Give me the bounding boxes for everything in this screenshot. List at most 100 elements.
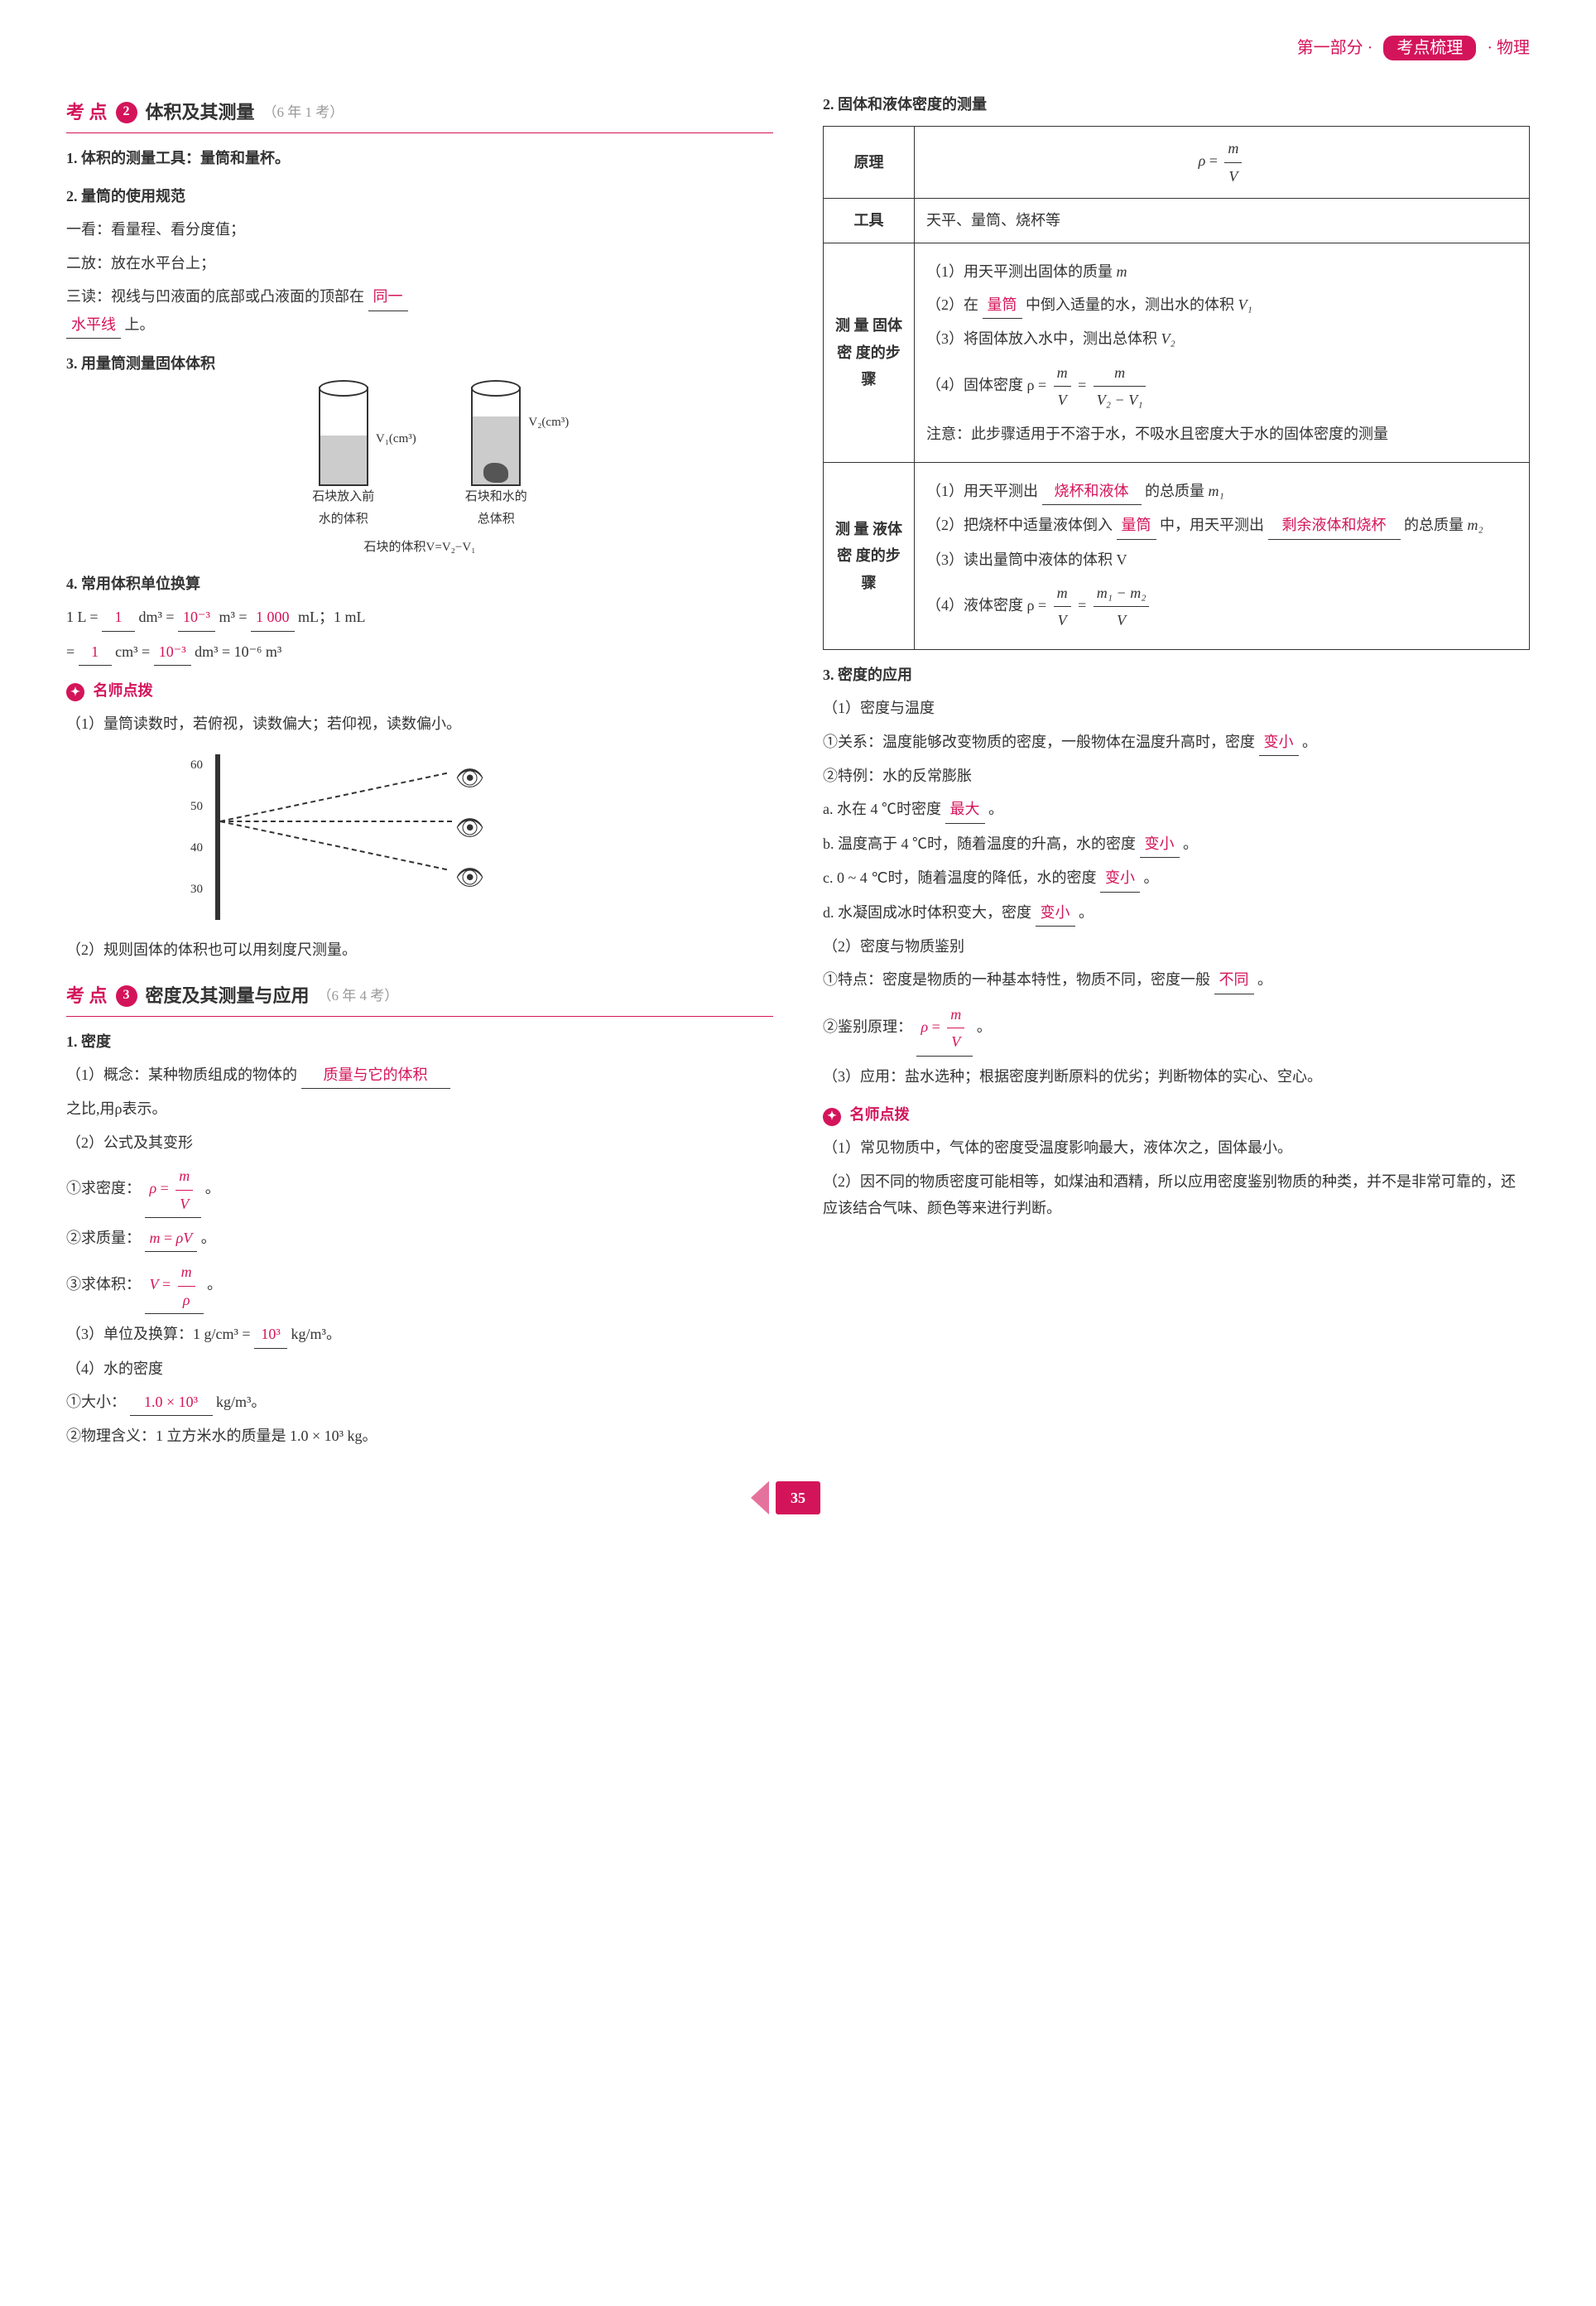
- kp-label: 考 点: [66, 96, 108, 129]
- u1b: dm³ =: [138, 609, 174, 625]
- solid-note: 注意：此步骤适用于不溶于水，不吸水且密度大于水的固体密度的测量: [926, 421, 1517, 447]
- blank-bianxiao4: 变小: [1036, 899, 1075, 927]
- tick-60: 60: [190, 754, 203, 777]
- eye-icon-up: 👁: [455, 758, 485, 800]
- cell-liquid-h: 测 量 液体 密 度的步骤: [824, 462, 915, 649]
- formula-m: m = ρV: [145, 1225, 198, 1252]
- sec1-title: 1. 体积的测量工具：量筒和量杯。: [66, 145, 773, 171]
- r3-2c: 中倒入适量的水，测出水的体积: [1026, 296, 1238, 313]
- u2b: cm³ =: [115, 643, 150, 660]
- unit-conv-density: （3）单位及换算：1 g/cm³ = 10³ kg/m³。: [66, 1321, 773, 1348]
- page-header: 第一部分 · 考点梳理 · 物理: [66, 33, 1530, 63]
- unit-conv-1: 1 L = 1 dm³ = 10⁻³ m³ = 1 000 mL；1 mL: [66, 604, 773, 631]
- sec2-title: 2. 量筒的使用规范: [66, 183, 773, 209]
- r4-2c: 中，用天平测出: [1160, 517, 1264, 533]
- s3ba: b. 温度高于 4 ℃时，随着温度的升高，水的密度: [823, 835, 1136, 852]
- r3-3b: V₂: [1161, 330, 1175, 347]
- formula-rho: ρ = mV: [145, 1163, 202, 1218]
- s3-p2-2: ②鉴别原理： ρ = mV 。: [823, 1001, 1530, 1057]
- s3-p1-2: ②特例：水的反常膨胀: [823, 763, 1530, 789]
- sec2-line3: 三读：视线与凹液面的底部或凸液面的顶部在 同一 水平线 上。: [66, 283, 773, 339]
- eye-icon-level: 👁: [455, 808, 485, 850]
- table-row: 测 量 液体 密 度的步骤 （1）用天平测出 烧杯和液体 的总质量 m₁ （2）…: [824, 462, 1530, 649]
- eye-icon-down: 👁: [455, 858, 485, 899]
- tip-label-r: 名师点拨: [850, 1106, 910, 1123]
- blank-10-3b: 10⁻³: [154, 638, 191, 666]
- table-row: 工具 天平、量筒、烧杯等: [824, 199, 1530, 243]
- tip-1: （1）量筒读数时，若俯视，读数偏大；若仰视，读数偏小。: [66, 710, 773, 737]
- s3-a: a. 水在 4 ℃时密度 最大 。: [823, 796, 1530, 823]
- cell-liquid-steps: （1）用天平测出 烧杯和液体 的总质量 m₁ （2）把烧杯中适量液体倒入 量筒 …: [915, 462, 1530, 649]
- formula-identify: ρ = mV: [916, 1001, 973, 1057]
- liquid-formula: （4）液体密度 ρ = mV = m₁ − m₂V: [926, 580, 1517, 634]
- blank-shuipingxian: 水平线: [66, 311, 121, 339]
- cell-solid-steps: （1）用天平测出固体的质量 m （2）在 量筒 中倒入适量的水，测出水的体积 V…: [915, 243, 1530, 462]
- s3-p3: （3）应用：盐水选种；根据密度判断原料的优劣；判断物体的实心、空心。: [823, 1063, 1530, 1090]
- d1p3b: kg/m³。: [291, 1326, 341, 1342]
- tick-40: 40: [190, 837, 203, 859]
- blank-tongyi: 同一: [368, 283, 408, 311]
- s3ca: c. 0 ~ 4 ℃时，随着温度的降低，水的密度: [823, 869, 1096, 886]
- tip-header-left: ✦ 名师点拨: [66, 677, 773, 704]
- cell-tools: 天平、量筒、烧杯等: [915, 199, 1530, 243]
- cyl2-label: 石块和水的 总体积: [454, 486, 537, 531]
- kp3-label: 考 点: [66, 980, 108, 1013]
- formula-density: ①求密度： ρ = mV 。: [66, 1163, 773, 1218]
- formula-mass: ②求质量： m = ρV 。: [66, 1225, 773, 1252]
- blank-water-density: 1.0 × 10³: [130, 1389, 213, 1416]
- header-subject: · 物理: [1487, 39, 1530, 57]
- eye-diagram: 60 50 40 30 👁 👁 👁: [66, 746, 773, 928]
- r4-2f: m₂: [1468, 517, 1483, 533]
- cell-solid-h: 测 量 固体 密 度的步骤: [824, 243, 915, 462]
- cylinder-1: V₁(cm³): [319, 387, 368, 486]
- cylinder-2: V₂(cm³): [471, 387, 521, 486]
- s3-c: c. 0 ~ 4 ℃时，随着温度的降低，水的密度 变小 。: [823, 864, 1530, 892]
- u2c: dm³ = 10⁻⁶ m³: [195, 643, 281, 660]
- water-density-h: （4）水的密度: [66, 1355, 773, 1382]
- r3-2a: （2）在: [926, 296, 978, 313]
- r-tip1: （1）常见物质中，气体的密度受温度影响最大，液体次之，固体最小。: [823, 1134, 1530, 1161]
- r4-3: （3）读出量筒中液体的体积 V: [926, 546, 1517, 573]
- wd1b: kg/m³。: [216, 1394, 266, 1410]
- blank-1L: 1: [102, 604, 135, 631]
- s3-p1: （1）密度与温度: [823, 695, 1530, 721]
- s3-p1-1: ①关系：温度能够改变物质的密度，一般物体在温度升高时，密度 变小 。: [823, 729, 1530, 756]
- sec3-title: 3. 用量筒测量固体体积: [66, 350, 773, 377]
- cell-principle-h: 原理: [824, 127, 915, 199]
- s3aa: a. 水在 4 ℃时密度: [823, 801, 941, 817]
- tip-icon-r: ✦: [823, 1108, 841, 1126]
- cyl1-label: 石块放入前 水的体积: [302, 486, 385, 531]
- r3-2d: V₁: [1238, 296, 1252, 313]
- left-column: 考 点 2 体积及其测量 （6 年 1 考） 1. 体积的测量工具：量筒和量杯。…: [66, 79, 773, 1456]
- v2-label: V₂(cm³): [528, 412, 569, 434]
- u2a: =: [66, 643, 75, 660]
- header-part: 第一部分 ·: [1297, 39, 1373, 57]
- tick-30: 30: [190, 879, 203, 901]
- u1d: mL；1 mL: [298, 609, 366, 625]
- cylinder-diagram: V₁(cm³) 石块放入前 水的体积 V₂(cm³) 石块和水的 总体积 石块的…: [66, 387, 773, 558]
- kp-num: 2: [116, 102, 137, 123]
- density-table: 原理 ρ = mV 工具 天平、量筒、烧杯等 测 量 固体 密 度的步骤 （1）…: [823, 126, 1530, 649]
- s3-d: d. 水凝固成冰时体积变大，密度 变小 。: [823, 899, 1530, 927]
- tip-icon: ✦: [66, 683, 84, 701]
- u1c: m³ =: [219, 609, 247, 625]
- s3p22a: ②鉴别原理：: [823, 1018, 912, 1035]
- page-number: 35: [776, 1481, 820, 1514]
- s3-p2-1: ①特点：密度是物质的一种基本特性，物质不同，密度一般 不同 。: [823, 966, 1530, 994]
- s3-b: b. 温度高于 4 ℃时，随着温度的升高，水的密度 变小 。: [823, 830, 1530, 858]
- tip-label: 名师点拨: [94, 682, 153, 699]
- water-density-meaning: ②物理含义：1 立方米水的质量是 1.0 × 10³ kg。: [66, 1423, 773, 1449]
- f1a: ①求密度：: [66, 1180, 141, 1196]
- cell-tools-h: 工具: [824, 199, 915, 243]
- f3a: ③求体积：: [66, 1276, 141, 1293]
- r-s3-title: 3. 密度的应用: [823, 662, 1530, 688]
- formula-v: V = mρ: [145, 1259, 204, 1314]
- solid-formula: （4）固体密度 ρ = mV = mV₂ − V₁: [926, 359, 1517, 414]
- blank-1cm3: 1: [79, 638, 112, 666]
- cell-principle: ρ = mV: [915, 127, 1530, 199]
- blank-shengyu: 剩余液体和烧杯: [1268, 512, 1401, 539]
- blank-10-3: 10⁻³: [178, 604, 215, 631]
- density-concept-2: 之比,用ρ表示。: [66, 1095, 773, 1122]
- density-title: 1. 密度: [66, 1028, 773, 1055]
- blank-bianxiao2: 变小: [1140, 830, 1180, 858]
